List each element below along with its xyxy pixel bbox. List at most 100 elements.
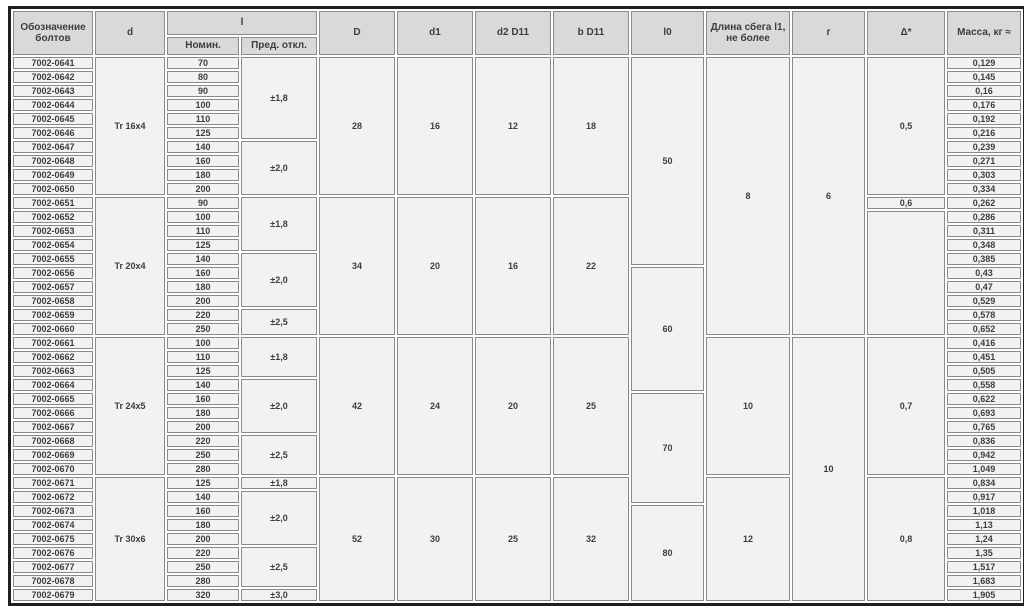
cell-mass: 0,192 [947, 113, 1021, 125]
cell-l_nom: 110 [167, 113, 239, 125]
cell-runout: 10 [706, 337, 790, 475]
header-l-group: l [167, 11, 317, 35]
header-delta: Δ* [867, 11, 945, 55]
cell-d: Tr 30x6 [95, 477, 165, 601]
table-row: 7002-0674 180 1,13 [13, 519, 1021, 531]
cell-mass: 0,16 [947, 85, 1021, 97]
cell-designation: 7002-0676 [13, 547, 93, 559]
cell-designation: 7002-0660 [13, 323, 93, 335]
header-designation: Обозначение болтов [13, 11, 93, 55]
table-row: 7002-0661 Tr 24x5 100 ±1,8 42 24 20 25 10 10 0,7 0,… [13, 337, 1021, 601]
cell-mass: 0,558 [947, 379, 1021, 391]
cell-d: Tr 20x4 [95, 197, 165, 335]
cell-mass: 1,35 [947, 547, 1021, 559]
cell-mass: 0,145 [947, 71, 1021, 83]
cell-D: 28 [319, 57, 395, 195]
cell-l_nom: 200 [167, 183, 239, 195]
cell-l_dev: ±2,0 [241, 141, 317, 195]
cell-l_nom: 200 [167, 295, 239, 307]
cell-l0: 60 [631, 267, 704, 391]
cell-designation: 7002-0662 [13, 351, 93, 363]
cell-delta: 0,8 [867, 477, 945, 601]
cell-d1: 16 [397, 57, 473, 195]
cell-l_nom: 140 [167, 141, 239, 153]
table-row: 7002-0651 Tr 20x4 90 ±1,8 34 20 16 22 0,6 0,262 [13, 197, 1021, 335]
table-row: 7002-0656 160 60 0,43 [13, 267, 1021, 391]
cell-l_nom: 320 [167, 589, 239, 601]
cell-l_nom: 180 [167, 281, 239, 293]
header-l0: l0 [631, 11, 704, 55]
cell-l_nom: 110 [167, 351, 239, 363]
cell-l_nom: 140 [167, 253, 239, 265]
table-row: 7002-0676 220 ±2,5 1,35 [13, 547, 1021, 587]
header-mass: Масса, кг ≈ [947, 11, 1021, 55]
cell-l_dev: ±2,5 [241, 435, 317, 475]
table-body: 7002-0641 Tr 16x4 70 ±1,8 28 16 12 18 50 8 6 0,5 0,1… [13, 57, 1021, 601]
cell-l_nom: 100 [167, 337, 239, 349]
cell-d: Tr 16x4 [95, 57, 165, 195]
cell-D: 52 [319, 477, 395, 601]
cell-mass: 0,271 [947, 155, 1021, 167]
cell-l_dev: ±1,8 [241, 197, 317, 251]
header-l-deviation: Пред. откл. [241, 37, 317, 55]
table-row: 7002-0672 140 ±2,0 0,917 [13, 491, 1021, 545]
cell-mass: 0,578 [947, 309, 1021, 321]
cell-runout: 8 [706, 57, 790, 335]
cell-mass: 0,385 [947, 253, 1021, 265]
cell-designation: 7002-0659 [13, 309, 93, 321]
cell-designation: 7002-0646 [13, 127, 93, 139]
cell-mass: 0,303 [947, 169, 1021, 181]
cell-l_nom: 200 [167, 421, 239, 433]
table-row: 7002-0675 200 1,24 [13, 533, 1021, 545]
cell-mass: 1,683 [947, 575, 1021, 587]
cell-designation: 7002-0650 [13, 183, 93, 195]
cell-d: Tr 24x5 [95, 337, 165, 475]
cell-b: 18 [553, 57, 629, 195]
table-row: 7002-0665 160 70 0,622 [13, 393, 1021, 503]
cell-mass: 0,836 [947, 435, 1021, 447]
table-row: 7002-0659 220 ±2,5 0,578 [13, 309, 1021, 335]
cell-l_dev: ±2,5 [241, 309, 317, 335]
cell-mass: 0,348 [947, 239, 1021, 251]
cell-designation: 7002-0648 [13, 155, 93, 167]
cell-l_nom: 180 [167, 519, 239, 531]
table-row: 7002-0663 125 0,505 [13, 365, 1021, 377]
cell-l_dev: ±2,0 [241, 253, 317, 307]
cell-d2: 20 [475, 337, 551, 475]
table-header: Обозначение болтов d l D d1 d2 D11 b D11… [13, 11, 1021, 55]
cell-designation: 7002-0649 [13, 169, 93, 181]
cell-delta: 0,6 [867, 197, 945, 209]
cell-l_nom: 125 [167, 127, 239, 139]
cell-designation: 7002-0670 [13, 463, 93, 475]
cell-mass: 0,834 [947, 477, 1021, 489]
cell-designation: 7002-0664 [13, 379, 93, 391]
table-row: 7002-0642 80 0,145 [13, 71, 1021, 83]
cell-designation: 7002-0653 [13, 225, 93, 237]
cell-designation: 7002-0678 [13, 575, 93, 587]
cell-l_nom: 160 [167, 155, 239, 167]
cell-d1: 24 [397, 337, 473, 475]
cell-l_nom: 160 [167, 505, 239, 517]
cell-delta: 0,5 [867, 57, 945, 195]
cell-l_dev: ±1,8 [241, 57, 317, 139]
table-row: 7002-0679 320 ±3,0 1,905 [13, 589, 1021, 601]
cell-mass: 0,334 [947, 183, 1021, 195]
cell-designation: 7002-0661 [13, 337, 93, 349]
header-d1: d1 [397, 11, 473, 55]
cell-designation: 7002-0665 [13, 393, 93, 405]
cell-r: 10 [792, 337, 865, 601]
table-row: 7002-0655 140 ±2,0 0,385 [13, 253, 1021, 307]
cell-designation: 7002-0658 [13, 295, 93, 307]
table-row: 7002-0641 Tr 16x4 70 ±1,8 28 16 12 18 50 8 6 0,5 0,1… [13, 57, 1021, 335]
cell-designation: 7002-0677 [13, 561, 93, 573]
cell-D: 42 [319, 337, 395, 475]
cell-mass: 0,216 [947, 127, 1021, 139]
cell-l_nom: 125 [167, 239, 239, 251]
cell-designation: 7002-0644 [13, 99, 93, 111]
cell-designation: 7002-0672 [13, 491, 93, 503]
cell-l_nom: 250 [167, 449, 239, 461]
cell-l0: 70 [631, 393, 704, 503]
cell-designation: 7002-0655 [13, 253, 93, 265]
cell-l_nom: 110 [167, 225, 239, 237]
